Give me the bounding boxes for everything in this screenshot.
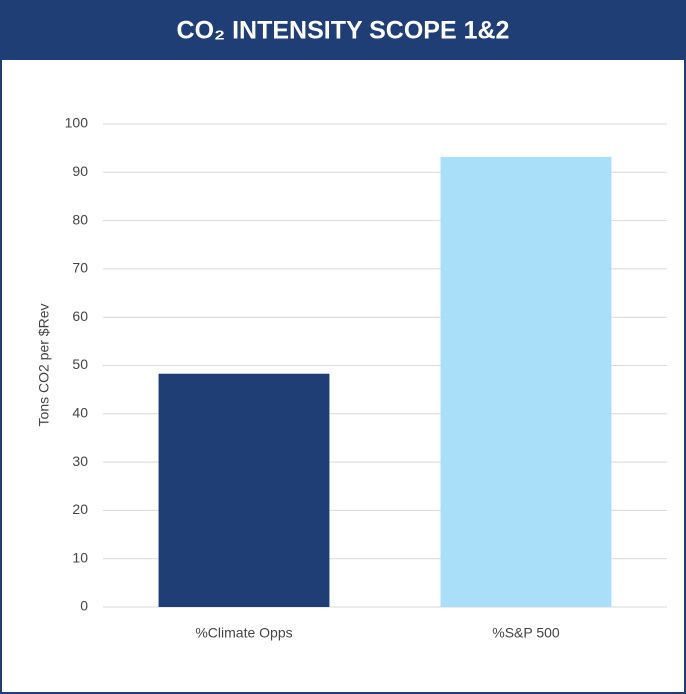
y-tick-label: 70 <box>72 260 88 276</box>
y-tick-label: 40 <box>72 405 88 421</box>
bar <box>440 156 612 607</box>
bar <box>158 373 330 607</box>
x-tick-label: %S&P 500 <box>492 625 560 641</box>
y-tick-label: 80 <box>72 211 88 227</box>
y-tick-label: 20 <box>72 501 88 517</box>
y-tick-label: 0 <box>80 598 88 614</box>
header-band <box>0 0 686 60</box>
y-tick-label: 10 <box>72 549 88 565</box>
y-tick-label: 90 <box>72 163 88 179</box>
y-tick-label: 60 <box>72 308 88 324</box>
chart-title: CO₂ INTENSITY SCOPE 1&2 <box>177 17 510 45</box>
x-tick-label: %Climate Opps <box>195 625 292 641</box>
y-axis-label: Tons CO2 per $Rev <box>36 304 52 427</box>
y-tick-label: 30 <box>72 453 88 469</box>
y-tick-label: 50 <box>72 356 88 372</box>
y-tick-label: 100 <box>65 115 89 131</box>
